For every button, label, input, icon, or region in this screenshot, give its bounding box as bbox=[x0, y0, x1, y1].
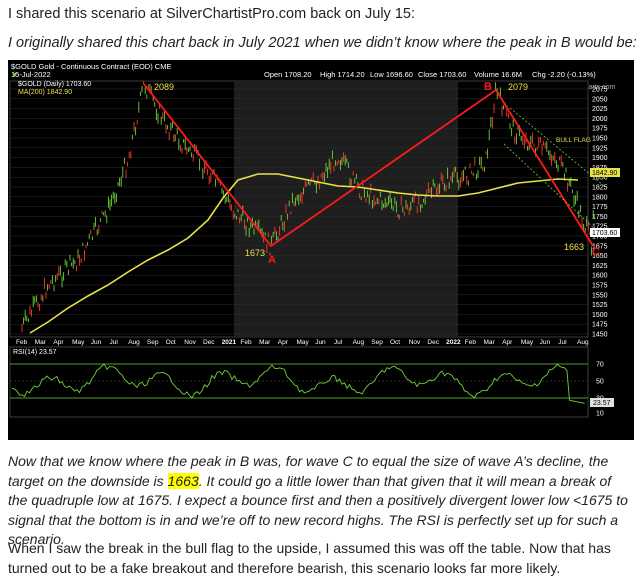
label-2089: 2089 bbox=[154, 82, 174, 92]
price-tick-label: 1625 bbox=[592, 263, 608, 270]
intro-text: I shared this scenario at SilverChartist… bbox=[8, 6, 415, 22]
month-label: Feb bbox=[16, 339, 28, 346]
price-tick-label: 2075 bbox=[592, 87, 608, 94]
month-label: Nov bbox=[409, 339, 421, 346]
price-tick-label: 1450 bbox=[592, 332, 608, 339]
month-label: Jun bbox=[91, 339, 102, 346]
label-2079: 2079 bbox=[508, 82, 528, 92]
price-tick-label: 1800 bbox=[592, 194, 608, 201]
month-label: Oct bbox=[166, 339, 176, 346]
gold-chart-image: $GOLD Gold - Continuous Contract (EOD) C… bbox=[8, 60, 634, 440]
chart-caption: I originally shared this chart back in J… bbox=[8, 35, 637, 51]
label-bull-flag: BULL FLAG bbox=[556, 137, 591, 144]
price-tick-label: 1775 bbox=[592, 204, 608, 211]
rsi-box: 23.57 bbox=[593, 400, 611, 407]
legend-gold: $GOLD (Daily) 1703.60 bbox=[18, 81, 91, 88]
chart-date: 15-Jul-2022 bbox=[11, 70, 51, 79]
month-label: Jul bbox=[558, 339, 567, 346]
month-label: Mar bbox=[35, 339, 47, 346]
month-label: Feb bbox=[240, 339, 252, 346]
price-tick-label: 2025 bbox=[592, 106, 608, 113]
month-label: Nov bbox=[184, 339, 196, 346]
wave-lines bbox=[143, 83, 594, 248]
quote-close: Close 1703.60 bbox=[418, 70, 466, 79]
quote-volume: Volume 16.6M bbox=[474, 70, 522, 79]
month-label: 2021 bbox=[222, 339, 237, 346]
price-tick-label: 1675 bbox=[592, 243, 608, 250]
month-label: May bbox=[72, 339, 85, 346]
month-label: Apr bbox=[278, 339, 289, 346]
price-tick-label: 1575 bbox=[592, 283, 608, 290]
price-tick-label: 1550 bbox=[592, 292, 608, 299]
label-1673: 1673 bbox=[245, 248, 265, 258]
rsi-line bbox=[11, 363, 585, 404]
price-tick-label: 1750 bbox=[592, 214, 608, 221]
quote-chg: Chg -2.20 (-0.13%) bbox=[532, 70, 596, 79]
price-tick-label: 1975 bbox=[592, 126, 608, 133]
label-c: C bbox=[592, 246, 600, 258]
rsi-tick-label: 50 bbox=[596, 379, 604, 386]
label-b: B bbox=[484, 81, 492, 93]
price-tick-label: 1525 bbox=[592, 302, 608, 309]
month-label: Jun bbox=[540, 339, 551, 346]
price-bars bbox=[23, 82, 594, 325]
month-label: Aug bbox=[128, 339, 140, 346]
rsi-tick-label: 70 bbox=[596, 362, 604, 369]
bull-flag-top bbox=[509, 107, 605, 187]
price-tick-label: 1600 bbox=[592, 273, 608, 280]
price-tick-label: 2050 bbox=[592, 96, 608, 103]
month-label: Aug bbox=[353, 339, 365, 346]
label-1663: 1663 bbox=[564, 242, 584, 252]
conclusion-paragraph: When I saw the break in the bull flag to… bbox=[8, 540, 611, 576]
price-tick-label: 1825 bbox=[592, 185, 608, 192]
month-label: Dec bbox=[427, 339, 439, 346]
chart-symbol: $GOLD Gold - Continuous Contract (EOD) C… bbox=[11, 62, 171, 71]
quote-open: Open 1708.20 bbox=[264, 70, 312, 79]
analysis-text-1: Now that we know where the peak in B was… bbox=[8, 453, 609, 489]
month-label: Sep bbox=[147, 339, 159, 346]
month-label: May bbox=[521, 339, 534, 346]
month-label: Apr bbox=[502, 339, 513, 346]
quote-low: Low 1696.60 bbox=[370, 70, 413, 79]
price-tick-label: 1950 bbox=[592, 136, 608, 143]
rsi-tick-label: 10 bbox=[596, 411, 604, 418]
price-tick-label: 1725 bbox=[592, 224, 608, 231]
month-label: Sep bbox=[371, 339, 383, 346]
price-tick-label: 1650 bbox=[592, 253, 608, 260]
price-tick-label: 1475 bbox=[592, 322, 608, 329]
bull-flag-bottom bbox=[503, 143, 599, 233]
month-label: Jun bbox=[315, 339, 326, 346]
price-tick-label: 1925 bbox=[592, 145, 608, 152]
month-label: Apr bbox=[53, 339, 64, 346]
rsi-legend: RSI(14) 23.57 bbox=[13, 349, 57, 356]
month-label: Jul bbox=[110, 339, 119, 346]
month-label: Mar bbox=[259, 339, 271, 346]
price-box-last: 1703.60 bbox=[592, 230, 617, 237]
month-label: 2022 bbox=[446, 339, 461, 346]
price-tick-label: 1500 bbox=[592, 312, 608, 319]
month-label: Oct bbox=[390, 339, 400, 346]
month-label: Feb bbox=[465, 339, 477, 346]
price-tick-label: 1900 bbox=[592, 155, 608, 162]
label-a: A bbox=[268, 254, 276, 266]
legend-ma: MA(200) 1842.90 bbox=[18, 89, 72, 96]
price-tick-label: 1850 bbox=[592, 175, 608, 182]
quote-high: High 1714.20 bbox=[320, 70, 365, 79]
ma200-line bbox=[29, 173, 579, 334]
month-label: Dec bbox=[203, 339, 215, 346]
month-label: May bbox=[297, 339, 310, 346]
analysis-text-2: . It could go a little lower than that g… bbox=[8, 472, 628, 548]
month-label: Mar bbox=[484, 339, 496, 346]
price-tick-label: 2000 bbox=[592, 116, 608, 123]
price-box-ma: 1842.90 bbox=[592, 170, 617, 177]
analysis-paragraph: Now that we know where the peak in B was… bbox=[8, 452, 634, 550]
target-highlight: 1663 bbox=[167, 472, 199, 489]
month-label: Jul bbox=[334, 339, 343, 346]
month-label: Aug bbox=[577, 339, 589, 346]
